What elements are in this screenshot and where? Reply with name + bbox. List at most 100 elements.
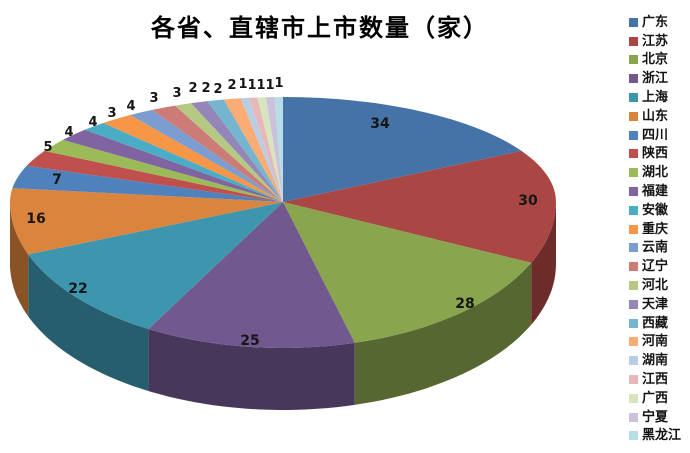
pie-slice-side <box>531 202 556 325</box>
pie-slice <box>207 99 283 202</box>
legend-label: 宁夏 <box>642 409 669 425</box>
legend-item: 浙江 <box>629 69 690 88</box>
pie-slice <box>283 150 556 263</box>
legend-swatch-icon <box>629 318 638 328</box>
legend-label: 重庆 <box>642 221 669 237</box>
data-label: 30 <box>518 193 538 209</box>
legend-label: 北京 <box>642 52 669 68</box>
legend-label: 西藏 <box>642 315 669 331</box>
legend-item: 安徽 <box>629 201 690 220</box>
legend-swatch-icon <box>629 205 638 215</box>
legend-label: 天津 <box>642 296 669 312</box>
legend-label: 云南 <box>642 240 669 256</box>
pie-slice <box>223 98 283 202</box>
legend-label: 四川 <box>642 127 669 143</box>
legend-item: 陕西 <box>629 145 690 164</box>
legend-item: 广西 <box>629 389 690 408</box>
pie-slice <box>10 188 283 255</box>
data-label: 4 <box>88 115 97 130</box>
data-label: 28 <box>455 296 474 312</box>
legend-label: 陕西 <box>642 146 669 162</box>
data-label: 4 <box>126 99 135 114</box>
legend-item: 天津 <box>629 295 690 314</box>
legend-swatch-icon <box>629 393 638 403</box>
legend-label: 江苏 <box>642 33 669 49</box>
pie-slice-side <box>148 329 355 410</box>
pie-slice <box>26 150 283 202</box>
legend-label: 广东 <box>642 14 669 30</box>
data-label: 1 <box>238 77 247 92</box>
legend-swatch-icon <box>629 299 638 309</box>
pie-slice <box>44 139 283 202</box>
legend-swatch-icon <box>629 93 638 103</box>
legend-item: 黑龙江 <box>629 427 690 446</box>
data-label: 1 <box>247 78 256 93</box>
legend-swatch-icon <box>629 168 638 178</box>
legend-label: 上海 <box>642 90 669 106</box>
legend-label: 河北 <box>642 278 669 294</box>
legend-swatch-icon <box>629 431 638 441</box>
data-label: 25 <box>240 333 259 349</box>
pie-slice <box>28 202 284 329</box>
pie-slice <box>274 97 283 202</box>
legend-label: 广西 <box>642 390 669 406</box>
legend-swatch-icon <box>629 262 638 272</box>
legend-label: 福建 <box>642 184 669 200</box>
legend-item: 云南 <box>629 239 690 258</box>
legend-label: 湖南 <box>642 353 669 369</box>
legend-swatch-icon <box>629 111 638 121</box>
legend-item: 福建 <box>629 182 690 201</box>
pie-slice <box>240 97 283 202</box>
legend-label: 河南 <box>642 334 669 350</box>
pie-slice <box>62 129 284 202</box>
data-label: 3 <box>149 91 158 106</box>
data-label: 2 <box>188 81 197 96</box>
legend-swatch-icon <box>629 149 638 159</box>
chart-title: 各省、直辖市上市数量（家） <box>151 14 489 42</box>
pie-slice-side <box>28 254 149 391</box>
legend-item: 湖北 <box>629 163 690 182</box>
legend-item: 湖南 <box>629 351 690 370</box>
legend-item: 河北 <box>629 276 690 295</box>
data-label: 2 <box>227 78 236 93</box>
data-label: 3 <box>172 86 181 101</box>
data-label: 1 <box>265 78 274 93</box>
legend-item: 四川 <box>629 126 690 145</box>
legend-swatch-icon <box>629 337 638 347</box>
legend-label: 辽宁 <box>642 259 669 275</box>
data-label: 22 <box>68 281 87 297</box>
data-label: 16 <box>26 211 45 227</box>
legend-swatch-icon <box>629 55 638 65</box>
legend-label: 黑龙江 <box>642 428 682 444</box>
pie-slice <box>103 115 283 202</box>
legend-label: 湖北 <box>642 165 669 181</box>
pie-slice <box>265 97 283 202</box>
pie-slice <box>283 97 522 202</box>
pie-slice-side <box>10 202 29 317</box>
data-label: 2 <box>213 82 222 97</box>
legend-item: 河南 <box>629 333 690 352</box>
pie-slice <box>191 101 283 202</box>
pie-slice <box>257 97 283 202</box>
data-label: 2 <box>201 81 210 96</box>
legend-item: 上海 <box>629 88 690 107</box>
legend-label: 浙江 <box>642 71 669 87</box>
legend-swatch-icon <box>629 187 638 197</box>
pie-top-slices <box>10 97 556 348</box>
legend-swatch-icon <box>629 17 638 27</box>
legend-swatch-icon <box>629 130 638 140</box>
legend-item: 江西 <box>629 370 690 389</box>
data-label: 7 <box>52 172 62 188</box>
pie-slice <box>249 97 283 202</box>
pie-slice <box>130 109 283 202</box>
legend-swatch-icon <box>629 375 638 385</box>
pie-slice <box>175 103 283 202</box>
legend-swatch-icon <box>629 412 638 422</box>
legend-item: 西藏 <box>629 314 690 333</box>
legend-item: 江苏 <box>629 32 690 51</box>
data-label: 3 <box>107 106 116 121</box>
pie-slice <box>283 202 532 343</box>
